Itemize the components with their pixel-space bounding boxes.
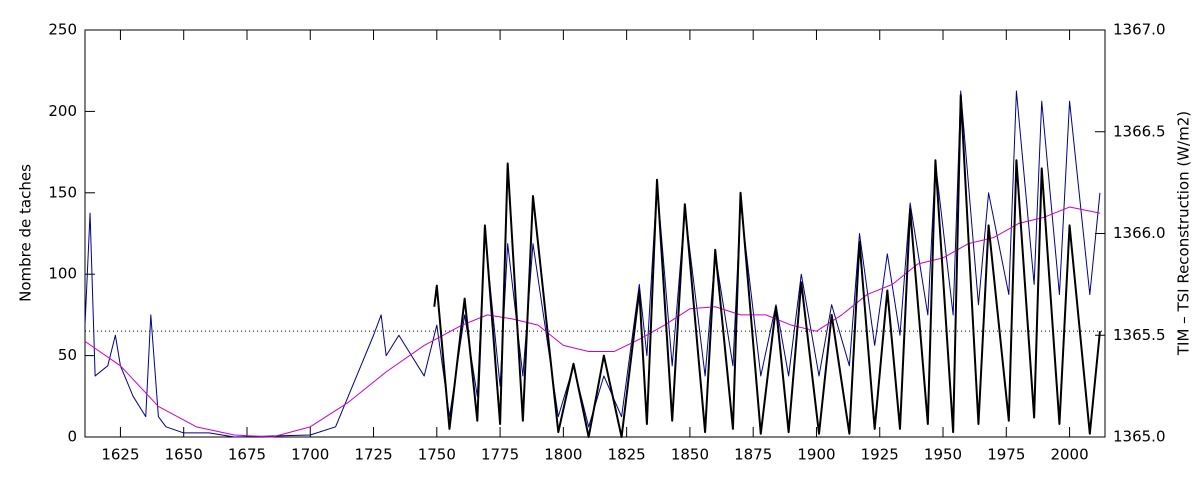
x-tick-label: 1825 xyxy=(608,446,646,464)
x-tick-label: 1850 xyxy=(671,446,709,464)
x-tick-label: 1875 xyxy=(734,446,772,464)
x-tick-label: 1650 xyxy=(165,446,203,464)
series-line xyxy=(84,90,1101,438)
x-tick-label: 1675 xyxy=(228,446,266,464)
y-tick-label: 0 xyxy=(67,428,77,446)
y-tick-label: 250 xyxy=(48,21,77,39)
x-tick-label: 1975 xyxy=(987,446,1025,464)
x-tick-label: 1725 xyxy=(354,446,392,464)
y2-tick-label: 1366.5 xyxy=(1113,122,1166,140)
y2-tick-label: 1367.0 xyxy=(1113,21,1166,39)
series-line xyxy=(433,94,1101,438)
y-tick-label: 50 xyxy=(58,346,77,364)
y-tick-label: 100 xyxy=(48,265,77,283)
x-tick-label: 1775 xyxy=(481,446,519,464)
y2-axis-label: TIM – TSI Reconstruction (W/m2) xyxy=(1175,111,1193,356)
y2-tick-label: 1365.5 xyxy=(1113,326,1166,344)
y-tick-label: 150 xyxy=(48,183,77,201)
y2-tick-label: 1365.0 xyxy=(1113,428,1166,446)
x-tick-label: 1950 xyxy=(924,446,962,464)
y-axis-label: Nombre de taches xyxy=(17,164,35,302)
x-tick-label: 2000 xyxy=(1050,446,1088,464)
x-tick-label: 1900 xyxy=(797,446,835,464)
x-tick-label: 1925 xyxy=(861,446,899,464)
x-tick-label: 1625 xyxy=(101,446,139,464)
series-line xyxy=(84,206,1101,438)
y-tick-label: 200 xyxy=(48,102,77,120)
y2-tick-label: 1366.0 xyxy=(1113,224,1166,242)
x-tick-label: 1700 xyxy=(291,446,329,464)
plot-frame xyxy=(84,29,1106,438)
x-tick-label: 1800 xyxy=(544,446,582,464)
x-tick-label: 1750 xyxy=(418,446,456,464)
